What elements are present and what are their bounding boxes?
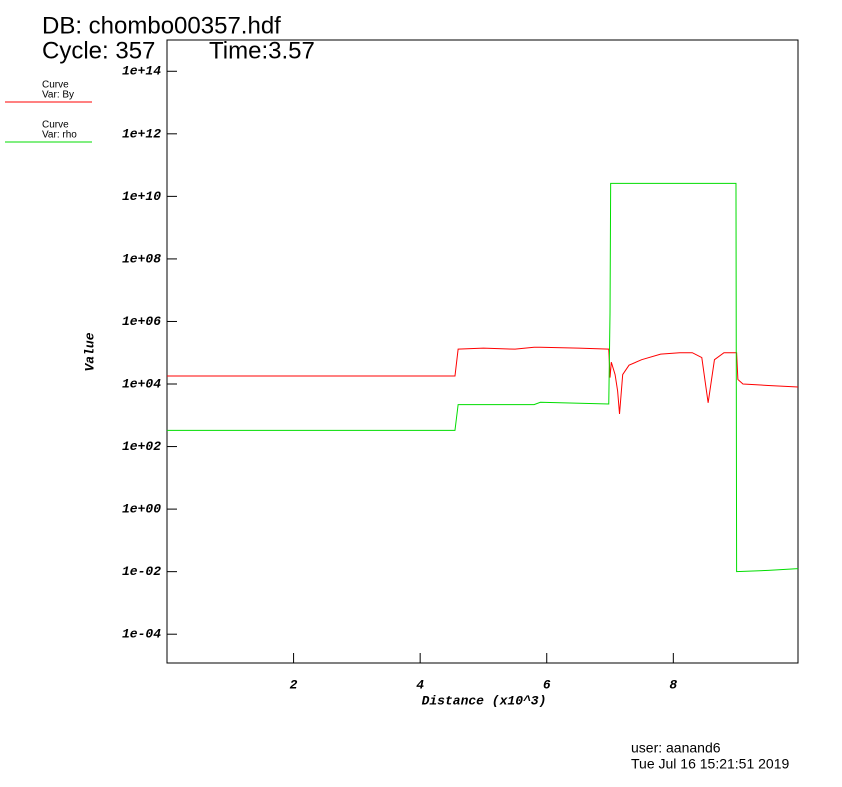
x-axis-label: Distance (x10^3): [422, 693, 547, 708]
date: Tue Jul 16 15:21:51 2019: [631, 756, 789, 772]
y-tick-label: 1e+06: [122, 314, 161, 329]
user: user: aanand6: [631, 740, 721, 756]
legend-label: Curve: [42, 80, 69, 91]
y-tick-label: 1e+08: [122, 251, 161, 266]
x-tick-label: 6: [543, 677, 551, 692]
y-axis-label: Value: [82, 332, 97, 371]
cycle: Cycle: 357: [42, 37, 155, 64]
series-line: [167, 182, 799, 573]
plot-frame: [166, 39, 799, 664]
y-tick-label: 1e+02: [122, 439, 161, 454]
x-tick-label: 2: [290, 677, 298, 692]
legend-label: Curve: [42, 120, 69, 131]
x-tick-label: 8: [669, 677, 677, 692]
series-line: [167, 346, 799, 415]
legend-name: Var: By: [42, 90, 74, 101]
y-tick-label: 1e-02: [122, 564, 161, 579]
y-tick-label: 1e-04: [122, 627, 161, 642]
x-tick-label: 4: [416, 677, 424, 692]
y-tick-label: 1e+00: [122, 502, 161, 517]
time: Time:3.57: [209, 37, 315, 64]
y-tick-label: 1e+12: [122, 126, 161, 141]
y-tick-label: 1e+10: [122, 189, 161, 204]
y-tick-label: 1e+04: [122, 376, 161, 391]
db-title: DB: chombo00357.hdf: [42, 12, 281, 39]
y-tick-label: 1e+14: [122, 64, 161, 79]
legend-name: Var: rho: [42, 130, 77, 141]
